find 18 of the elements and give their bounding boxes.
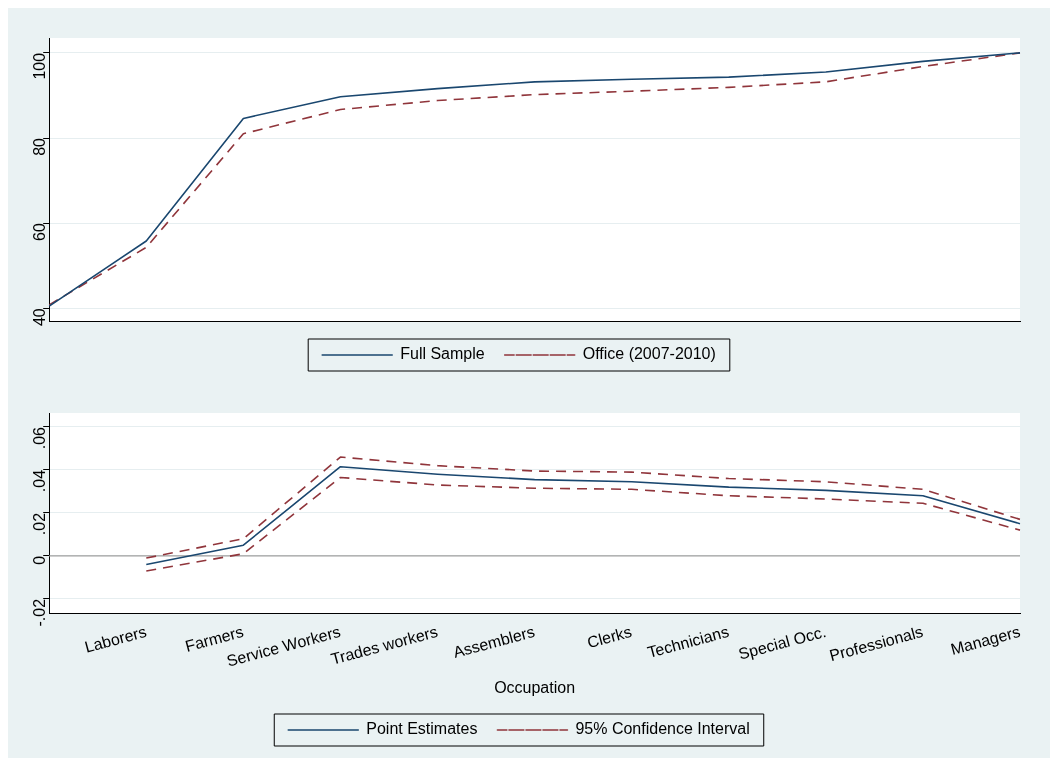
- x-tick-label: Managers: [948, 622, 1022, 658]
- x-tick-label: Laborers: [82, 622, 149, 656]
- legend-label: 95% Confidence Interval: [575, 720, 750, 738]
- legend-label: Office (2007-2010): [582, 345, 716, 363]
- y-tick-label: 80: [30, 137, 48, 156]
- y-tick-label: 40: [30, 308, 48, 327]
- y-tick-label: 100: [30, 52, 48, 80]
- y-tick-label: .04: [30, 469, 48, 493]
- legend-label: Full Sample: [400, 345, 485, 363]
- y-tick-label: -.02: [30, 598, 48, 627]
- y-tick-label: 0: [30, 555, 48, 565]
- y-tick-label: .02: [30, 512, 48, 536]
- legend-label: Point Estimates: [366, 720, 478, 738]
- x-tick-label: Special Occ.: [736, 622, 828, 663]
- y-tick-label: 60: [30, 223, 48, 241]
- x-axis-title: Occupation: [494, 678, 576, 696]
- x-tick-label: Clerks: [585, 622, 634, 652]
- y-tick-label: .06: [30, 426, 48, 450]
